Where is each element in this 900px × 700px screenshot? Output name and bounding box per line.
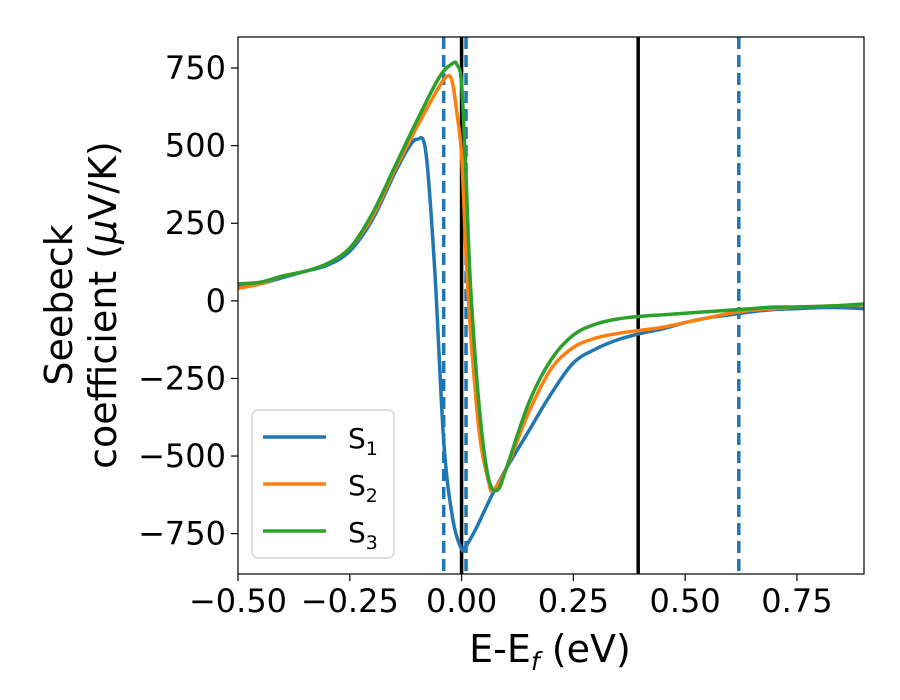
series-layer	[238, 60, 864, 553]
y-tick-label: 750	[165, 49, 226, 87]
x-tick-label: −0.50	[189, 582, 287, 620]
x-axis: −0.50 −0.25 0.00 0.25 0.50 0.75	[189, 574, 833, 620]
x-axis-label: E-Ef (eV)	[469, 627, 631, 676]
x-tick-label: −0.25	[301, 582, 399, 620]
y-tick-label: 500	[165, 127, 226, 165]
x-tick-label: 0.00	[426, 582, 497, 620]
x-tick-label: 0.25	[538, 582, 609, 620]
legend-label-s1: S1	[348, 422, 378, 460]
vertical-reference-lines	[441, 37, 741, 574]
y-tick-label: −250	[138, 359, 226, 397]
y-tick-label: −750	[138, 515, 226, 553]
y-axis-label-line1: Seebeck	[37, 224, 81, 385]
legend: S1 S2 S3	[251, 409, 395, 559]
y-tick-label: −500	[138, 437, 226, 475]
series-line-s3	[238, 60, 864, 493]
y-axis-label: Seebeck coefficient (μV/K)	[37, 141, 125, 469]
x-tick-label: 0.50	[650, 582, 721, 620]
plot-frame	[237, 36, 865, 575]
legend-label-s2: S2	[348, 469, 378, 507]
y-axis-label-line2: coefficient (μV/K)	[81, 141, 125, 469]
y-axis: 750 500 250 0 −250 −500 −750	[138, 49, 238, 553]
y-tick-label: 0	[206, 282, 226, 320]
y-tick-label: 250	[165, 204, 226, 242]
x-tick-label: 0.75	[761, 582, 832, 620]
legend-label-s3: S3	[348, 516, 378, 554]
